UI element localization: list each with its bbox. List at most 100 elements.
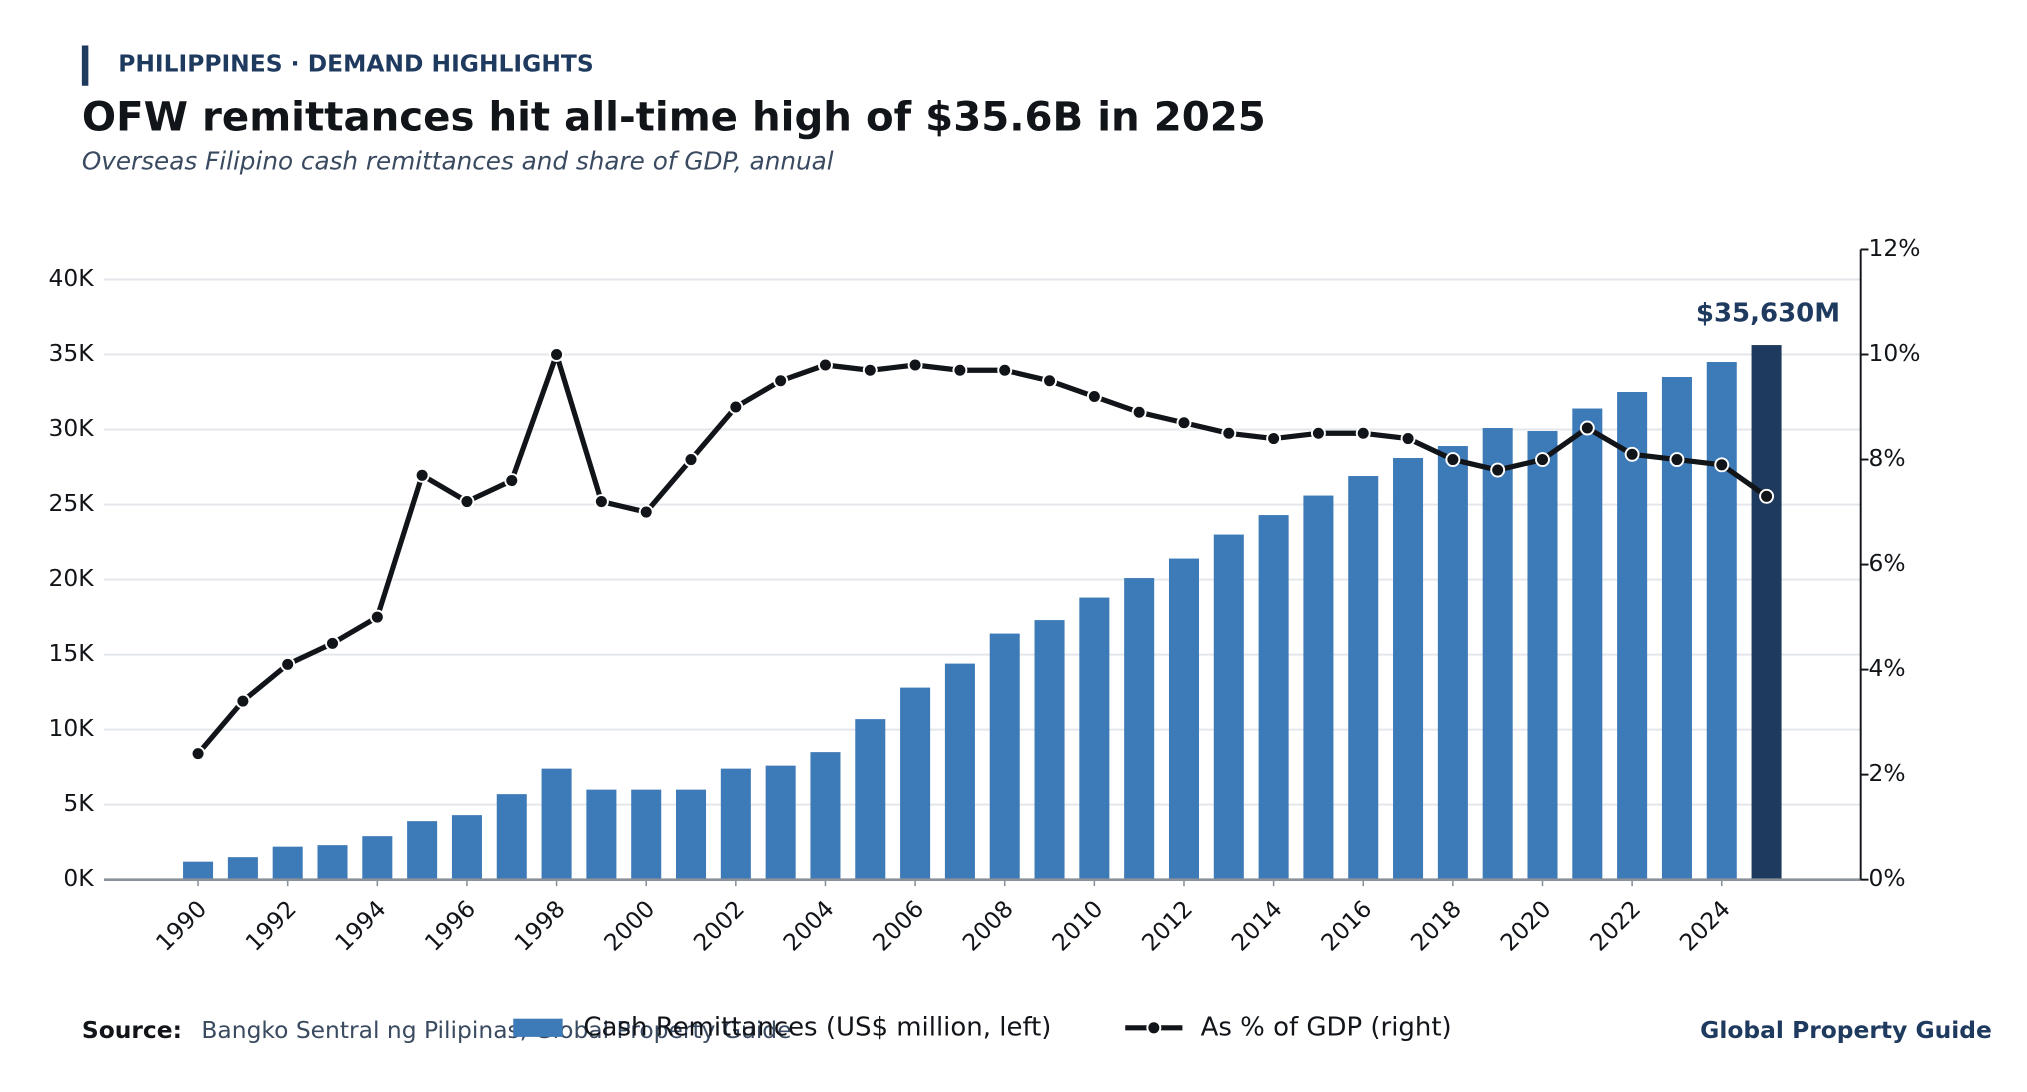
point (1131, 404, 1147, 420)
y2-tick-label: 8% (1868, 444, 1905, 472)
bar (1168, 558, 1199, 880)
value-label: $35,630M (1696, 298, 1840, 328)
point (1490, 462, 1506, 478)
bar (1303, 495, 1334, 880)
legend-label: Cash Remittances (US$ million, left) (583, 1012, 1051, 1042)
bar (451, 815, 482, 880)
bar (1572, 408, 1603, 880)
bar (362, 836, 393, 880)
point (235, 693, 251, 709)
x-tick-label: 1998 (509, 895, 571, 957)
y-tick-label: 15K (48, 639, 94, 667)
x-tick-label: 1992 (240, 895, 302, 957)
bar (944, 663, 975, 880)
point (1445, 452, 1461, 468)
bar (1348, 476, 1379, 880)
point (414, 467, 430, 483)
bar (1124, 578, 1155, 880)
y2-tick-label: 12% (1868, 234, 1920, 262)
x-tick-label: 2024 (1674, 895, 1736, 957)
x-tick-label: 1994 (329, 895, 391, 957)
bar (1034, 620, 1065, 880)
point (593, 494, 609, 510)
bar (496, 794, 527, 880)
x-tick-label: 2022 (1584, 895, 1646, 957)
point (1176, 415, 1192, 431)
x-tick-label: 2010 (1047, 895, 1109, 957)
source: Bangko Sentral ng Pilipinas, Global Prop… (201, 1016, 791, 1044)
point (1714, 457, 1730, 473)
point (1310, 425, 1326, 441)
y-tick-label: 20K (48, 564, 94, 592)
point (1624, 446, 1640, 462)
bar (1258, 515, 1289, 880)
point (817, 357, 833, 373)
point (683, 452, 699, 468)
bar (989, 633, 1020, 880)
bar (765, 765, 796, 880)
point (728, 399, 744, 415)
bar (1213, 534, 1244, 880)
bar (810, 752, 841, 880)
point (325, 635, 340, 651)
bar (183, 861, 214, 880)
point (1266, 431, 1282, 447)
x-tick-label: 2002 (688, 895, 750, 957)
y-tick-label: 30K (48, 414, 94, 442)
y-tick-label: 25K (48, 489, 94, 517)
x-tick-label: 2018 (1405, 895, 1467, 957)
legend-marker (1146, 1020, 1162, 1036)
point (1535, 452, 1550, 468)
x-tick-label: 2006 (867, 895, 929, 957)
kicker: PHILIPPINES · DEMAND HIGHLIGHTS (118, 49, 593, 77)
bar (900, 687, 931, 880)
y2-tick-label: 4% (1868, 654, 1905, 682)
bar (1482, 428, 1513, 880)
bar (1751, 345, 1782, 880)
y2-tick-label: 2% (1868, 759, 1905, 787)
point (907, 357, 923, 373)
point (549, 347, 565, 362)
point (1042, 373, 1058, 389)
bar (676, 789, 707, 880)
bar (855, 719, 886, 880)
kicker-bar (81, 45, 89, 86)
bar (317, 845, 348, 880)
bar (1393, 458, 1424, 880)
bar (407, 821, 438, 880)
point (862, 362, 878, 378)
point (1355, 425, 1371, 441)
legend-label: As % of GDP (right) (1201, 1012, 1452, 1042)
point (997, 362, 1013, 378)
point (773, 373, 789, 389)
line (196, 351, 1769, 756)
bar (720, 768, 751, 880)
chart-body: PHILIPPINES · DEMAND HIGHLIGHTS OFW remi… (48, 45, 1992, 1044)
point (638, 504, 654, 520)
brand: Global Property Guide (1700, 1016, 1992, 1044)
point (952, 362, 968, 378)
point (280, 656, 296, 672)
y-tick-label: 40K (48, 264, 94, 292)
y-tick-label: 5K (63, 789, 94, 817)
point (190, 746, 206, 762)
bar (1617, 392, 1648, 880)
x-tick-label: 2000 (598, 895, 660, 957)
point (459, 494, 475, 510)
bar (1079, 597, 1110, 880)
x-tick-label: 1990 (150, 895, 212, 957)
point (1669, 452, 1685, 468)
y-tick-label: 35K (48, 339, 94, 367)
point (1759, 488, 1775, 504)
x-tick-label: 1996 (419, 895, 481, 957)
x-tick-label: 2004 (778, 895, 840, 957)
point (1221, 425, 1237, 441)
bar (272, 846, 303, 880)
bar (1706, 362, 1737, 880)
bar (1437, 446, 1468, 880)
bar (1527, 431, 1558, 880)
y2-tick-label: 10% (1868, 339, 1920, 367)
point (1086, 389, 1102, 404)
y-tick-label: 10K (48, 714, 94, 742)
